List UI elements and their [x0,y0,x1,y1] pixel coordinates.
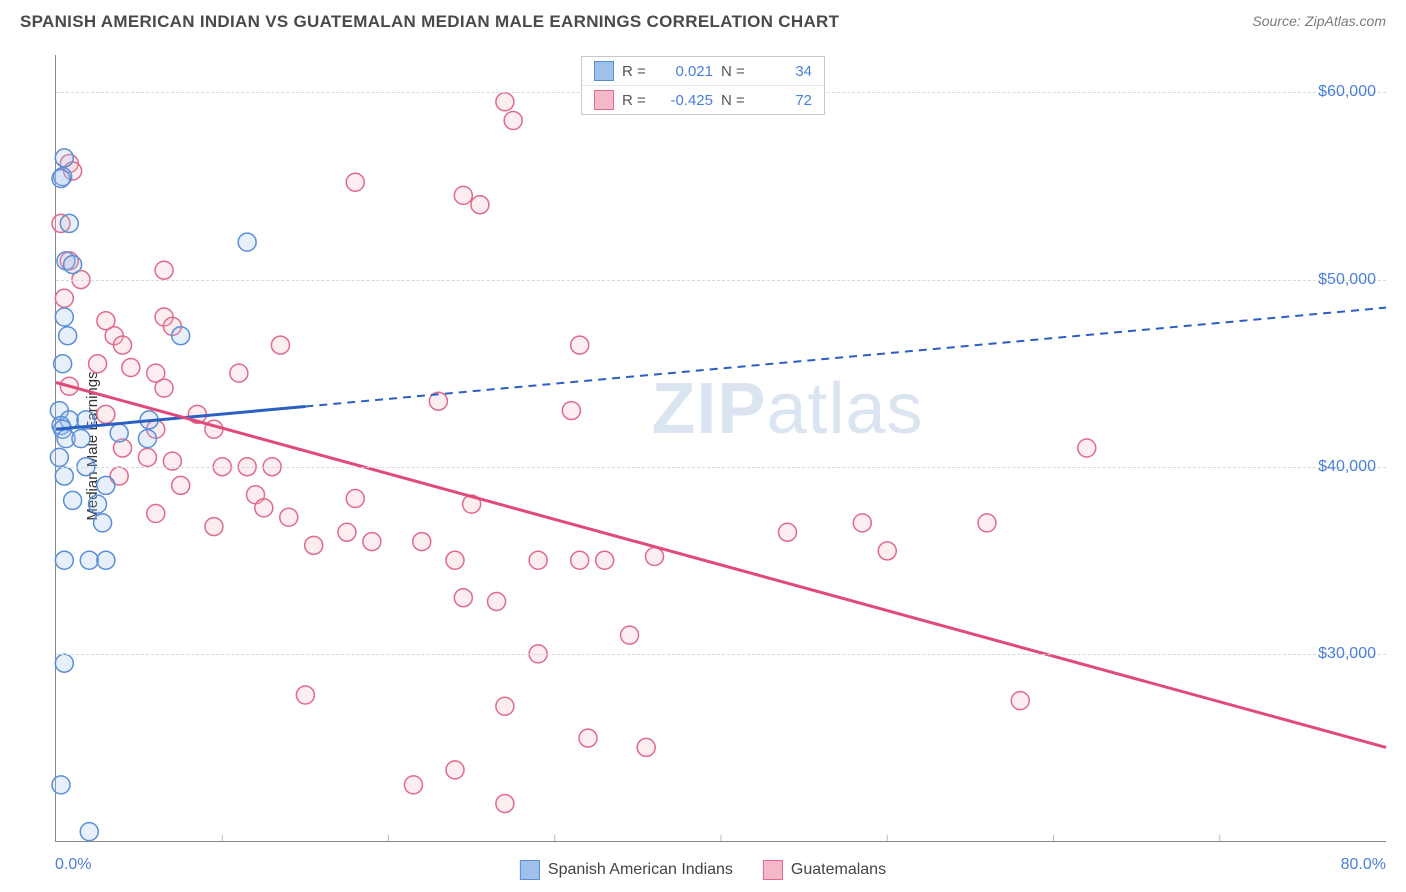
legend-item-0: Spanish American Indians [520,860,733,880]
legend-swatch-1 [763,860,783,880]
n-label-0: N = [721,63,749,80]
stats-row-0: R = 0.021 N = 34 [582,57,824,85]
swatch-0 [594,61,614,81]
r-value-1: -0.425 [658,92,713,109]
swatch-1 [594,90,614,110]
y-tick-0: $30,000 [1318,645,1376,663]
n-value-0: 34 [757,63,812,80]
source-value: ZipAtlas.com [1305,13,1386,29]
legend-label-0: Spanish American Indians [548,861,733,879]
y-tick-1: $40,000 [1318,458,1376,476]
r-label-0: R = [622,63,650,80]
stats-row-1: R = -0.425 N = 72 [582,85,824,114]
y-tick-3: $60,000 [1318,83,1376,101]
r-label-1: R = [622,92,650,109]
x-tick-0: 0.0% [55,856,91,874]
x-tick-1: 80.0% [1341,856,1386,874]
y-tick-2: $50,000 [1318,271,1376,289]
r-value-0: 0.021 [658,63,713,80]
chart-area: ZIPatlas $30,000$40,000$50,000$60,000 [55,55,1386,842]
scatter-plot-svg [56,55,1386,841]
stats-legend: R = 0.021 N = 34 R = -0.425 N = 72 [581,56,825,115]
legend-label-1: Guatemalans [791,861,886,879]
bottom-legend: Spanish American Indians Guatemalans [520,860,886,880]
n-label-1: N = [721,92,749,109]
n-value-1: 72 [757,92,812,109]
source: Source: ZipAtlas.com [1252,13,1386,31]
legend-swatch-0 [520,860,540,880]
chart-title: SPANISH AMERICAN INDIAN VS GUATEMALAN ME… [20,12,839,32]
source-label: Source: [1252,13,1300,29]
legend-item-1: Guatemalans [763,860,886,880]
